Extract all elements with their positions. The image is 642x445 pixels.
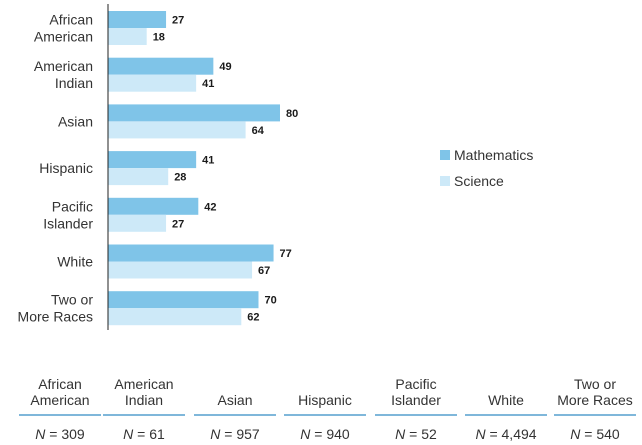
value-label-mathematics-asian: 80 xyxy=(286,108,298,120)
category-labels: 27 18 African American 49 41 American Indian 80 6… xyxy=(18,12,299,325)
bar-science-asian xyxy=(108,121,246,139)
bars-layer xyxy=(108,11,280,326)
table-n-pacific-islander: N = 52 xyxy=(395,426,437,442)
sample-size-table: African American N = 309 American Indian N = … xyxy=(19,376,636,442)
value-label-science-white: 67 xyxy=(258,265,270,277)
bar-mathematics-pacific-islander xyxy=(108,197,199,215)
bar-science-white xyxy=(108,261,253,279)
bar-mathematics-hispanic xyxy=(108,151,197,169)
table-header-asian: Asian xyxy=(217,392,252,408)
table-n-white: N = 4,494 xyxy=(475,426,536,442)
legend-swatch-science xyxy=(440,176,450,186)
table-n-asian: N = 957 xyxy=(210,426,260,442)
bar-science-hispanic xyxy=(108,168,169,186)
bar-science-african-american xyxy=(108,28,147,45)
category-label-two-or-more-races: Two or More Races xyxy=(18,292,94,325)
category-label-white: White xyxy=(57,254,93,270)
value-label-science-african-american: 18 xyxy=(153,32,165,44)
table-header-two-or-more-races: Two or More Races xyxy=(557,376,632,408)
value-label-mathematics-hispanic: 41 xyxy=(202,155,214,167)
category-label-african-american: African American xyxy=(34,12,93,45)
category-label-hispanic: Hispanic xyxy=(39,160,93,176)
bar-mathematics-asian xyxy=(108,104,280,122)
table-header-african-american: African American xyxy=(30,376,89,408)
bar-mathematics-white xyxy=(108,244,274,262)
category-label-asian: Asian xyxy=(58,113,93,129)
value-label-mathematics-white: 77 xyxy=(280,248,292,260)
bar-science-two-or-more-races xyxy=(108,308,242,326)
value-label-mathematics-pacific-islander: 42 xyxy=(204,201,216,213)
table-header-hispanic: Hispanic xyxy=(298,392,352,408)
legend-label-mathematics: Mathematics xyxy=(454,147,533,163)
legend: Mathematics Science xyxy=(440,147,533,189)
legend-label-science: Science xyxy=(454,173,504,189)
category-label-american-indian: American Indian xyxy=(34,58,93,91)
value-label-science-pacific-islander: 27 xyxy=(172,218,184,230)
table-n-hispanic: N = 940 xyxy=(300,426,350,442)
value-label-science-american-indian: 41 xyxy=(202,78,214,90)
table-header-pacific-islander: Pacific Islander xyxy=(391,376,441,408)
bar-mathematics-american-indian xyxy=(108,57,214,75)
value-label-science-asian: 64 xyxy=(252,125,265,137)
bar-science-american-indian xyxy=(108,74,197,92)
table-header-american-indian: American Indian xyxy=(114,376,173,408)
value-label-science-two-or-more-races: 62 xyxy=(247,312,259,324)
value-label-mathematics-african-american: 27 xyxy=(172,15,184,27)
table-header-white: White xyxy=(488,392,524,408)
category-label-pacific-islander: Pacific Islander xyxy=(43,198,93,231)
legend-swatch-mathematics xyxy=(440,150,450,160)
value-label-science-hispanic: 28 xyxy=(174,172,186,184)
bar-science-pacific-islander xyxy=(108,214,167,232)
table-n-african-american: N = 309 xyxy=(35,426,85,442)
bar-mathematics-african-american xyxy=(108,11,167,28)
table-n-two-or-more-races: N = 540 xyxy=(570,426,620,442)
table-n-american-indian: N = 61 xyxy=(123,426,165,442)
value-label-mathematics-american-indian: 49 xyxy=(219,61,231,73)
bar-mathematics-two-or-more-races xyxy=(108,291,259,309)
value-label-mathematics-two-or-more-races: 70 xyxy=(265,295,277,307)
